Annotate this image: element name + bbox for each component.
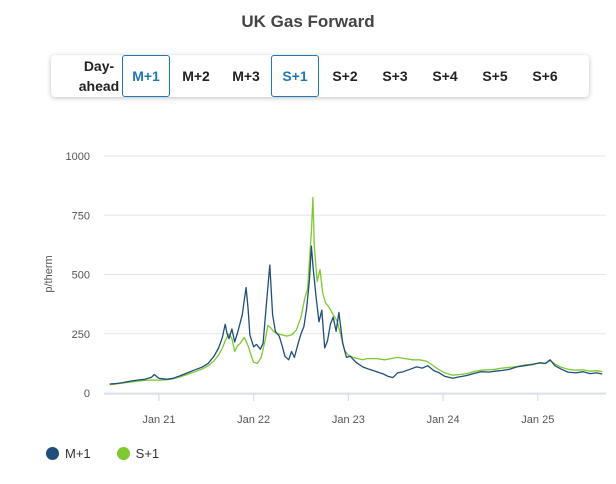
tab-s5[interactable]: S+5 (482, 68, 508, 84)
y-axis-label: p/therm (43, 255, 55, 292)
x-tick-label: Jan 23 (332, 414, 365, 426)
y-axis: 0 250 500 750 1000 (66, 151, 90, 400)
y-tick-label: 0 (84, 388, 90, 400)
tab-s2[interactable]: S+2 (332, 68, 358, 84)
legend: M+1 S+1 (46, 444, 185, 462)
tab-m1[interactable]: M+1 (122, 55, 170, 97)
series-line-s1[interactable] (109, 196, 603, 386)
series-line-m1[interactable] (109, 245, 603, 385)
y-tick-label: 500 (72, 270, 90, 282)
tab-s6[interactable]: S+6 (532, 68, 558, 84)
tab-day-ahead[interactable]: Day- ahead (78, 58, 120, 94)
contract-selector: Day- ahead M+1 M+2 M+3 S+1 S+2 S+3 S+4 S… (51, 55, 589, 97)
legend-marker-s1 (116, 446, 130, 460)
tab-s4[interactable]: S+4 (432, 68, 458, 84)
y-tick-label: 750 (72, 210, 90, 222)
legend-label-s1: S+1 (135, 445, 160, 461)
legend-item-m1[interactable]: M+1 (46, 446, 91, 461)
y-tick-label: 250 (72, 329, 90, 341)
tab-m3[interactable]: M+3 (232, 68, 260, 84)
x-tick-label: Jan 22 (237, 414, 270, 426)
chart-title: UK Gas Forward (241, 12, 375, 31)
grid-lines (104, 155, 606, 395)
x-tick-label: Jan 25 (521, 414, 554, 426)
x-axis: Jan 21 Jan 22 Jan 23 Jan 24 Jan 25 (142, 394, 554, 426)
legend-label-m1: M+1 (65, 445, 91, 461)
tab-s1[interactable]: S+1 (271, 55, 319, 97)
series-group (109, 196, 603, 386)
x-tick-label: Jan 24 (427, 414, 460, 426)
legend-marker-m1 (46, 446, 59, 460)
tab-s3[interactable]: S+3 (382, 68, 408, 84)
legend-item-s1[interactable]: S+1 (116, 445, 160, 461)
x-tick-label: Jan 21 (142, 414, 175, 426)
tab-m2[interactable]: M+2 (182, 68, 210, 84)
y-tick-label: 1000 (66, 151, 90, 163)
